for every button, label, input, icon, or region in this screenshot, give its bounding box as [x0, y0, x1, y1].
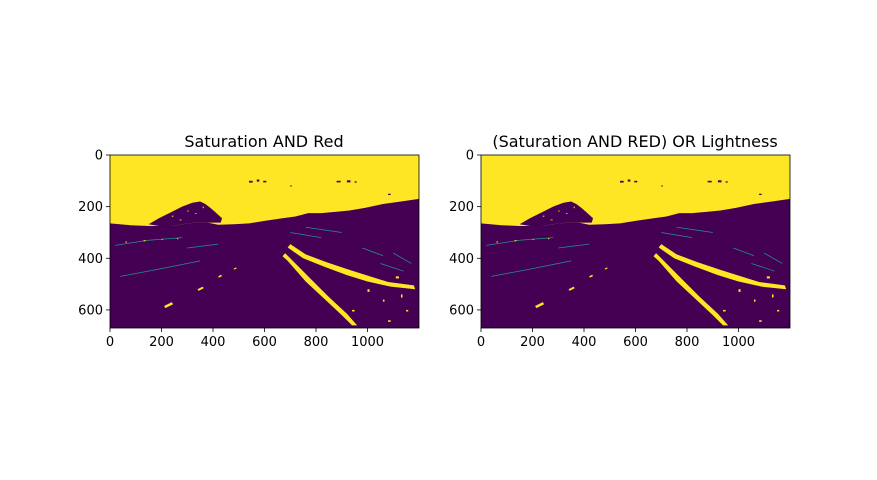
right-title: (Saturation AND RED) OR Lightness	[492, 132, 777, 151]
right-x-tick-label: 0	[477, 335, 485, 350]
right-x-tick-label: 1000	[722, 335, 755, 350]
left-y-tick-label: 400	[78, 252, 103, 267]
right-axes: 0 200 400 600 800 1000 0 200 400 600	[449, 149, 791, 350]
left-x-tick-label: 400	[201, 335, 226, 350]
left-image	[110, 155, 419, 328]
left-title: Saturation AND Red	[184, 132, 343, 151]
right-plot: (Saturation AND RED) OR Lightness 0 200 40…	[449, 132, 791, 350]
right-y-tick-label: 600	[449, 303, 474, 318]
right-x-tick-label: 400	[572, 335, 597, 350]
right-y-tick-label: 200	[449, 200, 474, 215]
right-image	[481, 155, 790, 328]
left-y-tick-label: 200	[78, 200, 103, 215]
left-y-tick-label: 600	[78, 303, 103, 318]
left-plot: Saturation AND Red 0 200 400 600 800 1000 0 200…	[78, 132, 420, 350]
left-y-tick-label: 0	[95, 149, 103, 164]
left-x-tick-label: 0	[106, 335, 114, 350]
right-x-tick-label: 800	[675, 335, 700, 350]
right-x-tick-label: 600	[623, 335, 648, 350]
right-y-tick-label: 400	[449, 252, 474, 267]
left-x-tick-label: 200	[149, 335, 174, 350]
left-x-tick-label: 800	[304, 335, 329, 350]
left-x-tick-label: 1000	[351, 335, 384, 350]
right-x-tick-label: 200	[520, 335, 545, 350]
left-axes: 0 200 400 600 800 1000 0 200 400 600	[78, 149, 420, 350]
left-x-tick-label: 600	[252, 335, 277, 350]
right-y-tick-label: 0	[466, 149, 474, 164]
